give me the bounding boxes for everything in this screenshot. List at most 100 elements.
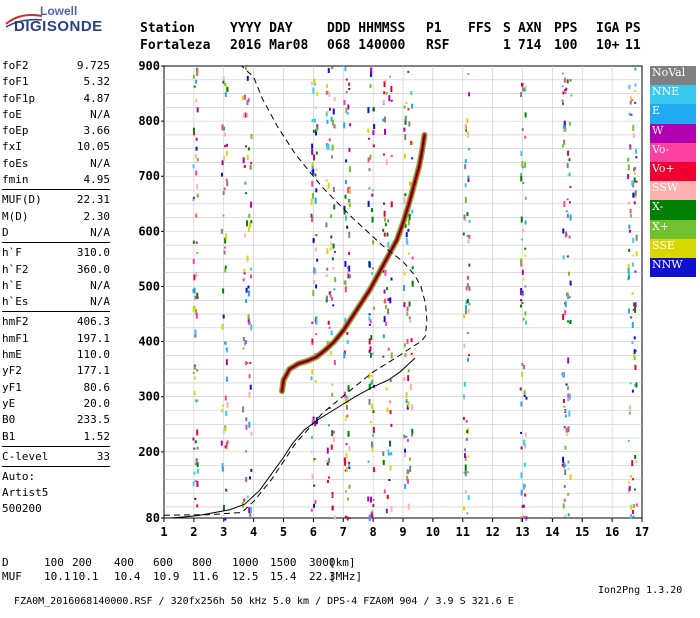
muf-row-value: 22.3 xyxy=(309,570,336,583)
echo-pixel xyxy=(564,309,567,315)
echo-pixel xyxy=(634,190,637,197)
echo-pixel xyxy=(332,436,335,442)
echo-pixel xyxy=(313,484,316,487)
echo-pixel xyxy=(194,497,197,500)
param-label: D xyxy=(2,225,9,239)
echo-pixel xyxy=(627,274,630,279)
echo-pixel xyxy=(463,471,466,474)
echo-pixel xyxy=(628,485,631,491)
distance-row-value: 1500 xyxy=(270,556,297,569)
echo-pixel xyxy=(193,447,196,450)
echo-pixel xyxy=(249,164,252,170)
echo-pixel xyxy=(387,308,390,315)
echo-pixel xyxy=(344,397,347,404)
echo-pixel xyxy=(343,99,346,105)
echo-pixel xyxy=(404,223,407,228)
echo-pixel xyxy=(223,246,226,249)
echo-pixel xyxy=(568,410,571,417)
param-value: 2.30 xyxy=(83,209,111,223)
echo-pixel xyxy=(468,263,471,267)
echo-pixel xyxy=(246,112,249,118)
echo-pixel xyxy=(343,205,346,210)
echo-pixel xyxy=(345,107,348,113)
echo-pixel xyxy=(195,146,198,151)
echo-pixel xyxy=(369,352,372,358)
param-row: hmF2 406.3 xyxy=(2,314,110,330)
echo-pixel xyxy=(250,274,253,279)
x-tick-label: 1 xyxy=(160,525,167,539)
x-tick-label: 10 xyxy=(426,525,440,539)
echo-pixel xyxy=(245,417,248,422)
echo-pixel xyxy=(411,209,414,214)
echo-pixel xyxy=(467,178,470,183)
echo-pixel xyxy=(411,428,414,434)
echo-pixel xyxy=(567,467,570,470)
echo-pixel xyxy=(246,220,249,227)
echo-pixel xyxy=(520,238,523,241)
param-label: fxI xyxy=(2,140,22,154)
echo-pixel xyxy=(195,98,198,103)
param-label: foF1p xyxy=(2,91,36,105)
echo-pixel xyxy=(316,258,319,262)
echo-pixel xyxy=(345,453,348,459)
echo-pixel xyxy=(314,197,317,204)
x-tick-label: 6 xyxy=(310,525,317,539)
echo-pixel xyxy=(242,157,245,164)
echo-pixel xyxy=(223,145,226,148)
echo-pixel xyxy=(521,363,524,367)
distance-row-value: 400 xyxy=(114,556,134,569)
echo-pixel xyxy=(563,120,566,127)
echo-pixel xyxy=(193,287,196,294)
param-row: foE N/A xyxy=(2,107,110,123)
echo-pixel xyxy=(371,403,374,410)
echo-pixel xyxy=(195,212,198,215)
x-tick-label: 16 xyxy=(605,525,619,539)
echo-pixel xyxy=(407,469,410,474)
echo-pixel xyxy=(629,229,632,233)
echo-pixel xyxy=(563,484,566,488)
echo-pixel xyxy=(250,220,253,224)
echo-pixel xyxy=(628,224,631,229)
echo-pixel xyxy=(464,123,467,130)
echo-pixel xyxy=(386,407,389,413)
echo-pixel xyxy=(466,275,469,280)
echo-pixel xyxy=(314,380,317,384)
echo-pixel xyxy=(348,87,351,90)
echo-pixel xyxy=(562,91,565,95)
param-value: 5.32 xyxy=(83,75,111,89)
echo-pixel xyxy=(383,81,386,88)
echo-pixel xyxy=(370,512,373,519)
echo-pixel xyxy=(327,90,330,94)
echo-pixel xyxy=(409,383,412,390)
param-row: yF2 177.1 xyxy=(2,363,110,379)
echo-pixel xyxy=(310,376,313,381)
x-tick-label: 9 xyxy=(399,525,406,539)
echo-pixel xyxy=(328,291,331,295)
param-row: MUF(D) 22.31 xyxy=(2,192,110,208)
echo-pixel xyxy=(245,424,248,430)
echo-pixel xyxy=(390,201,393,208)
echo-pixel xyxy=(312,87,315,94)
echo-pixel xyxy=(523,439,526,446)
echo-pixel xyxy=(312,419,315,424)
echo-pixel xyxy=(329,351,332,356)
echo-pixel xyxy=(630,113,633,116)
echo-pixel xyxy=(226,181,229,187)
distance-row-label: D xyxy=(2,556,9,569)
param-value: 197.1 xyxy=(76,331,110,345)
echo-pixel xyxy=(370,70,373,77)
header-row1-cell: DDD HHMMSS xyxy=(327,21,406,36)
param-value: 33 xyxy=(96,449,110,463)
echo-pixel xyxy=(311,180,314,187)
echo-pixel xyxy=(468,219,471,223)
echo-pixel xyxy=(331,392,334,397)
echo-pixel xyxy=(244,181,247,185)
echo-pixel xyxy=(326,447,329,454)
echo-pixel xyxy=(247,147,250,151)
echo-pixel xyxy=(462,232,465,236)
echo-pixel xyxy=(519,431,522,434)
muf-row-value: 11.6 xyxy=(192,570,219,583)
echo-pixel xyxy=(567,492,570,496)
echo-pixel xyxy=(566,292,569,298)
echo-pixel xyxy=(563,139,566,145)
